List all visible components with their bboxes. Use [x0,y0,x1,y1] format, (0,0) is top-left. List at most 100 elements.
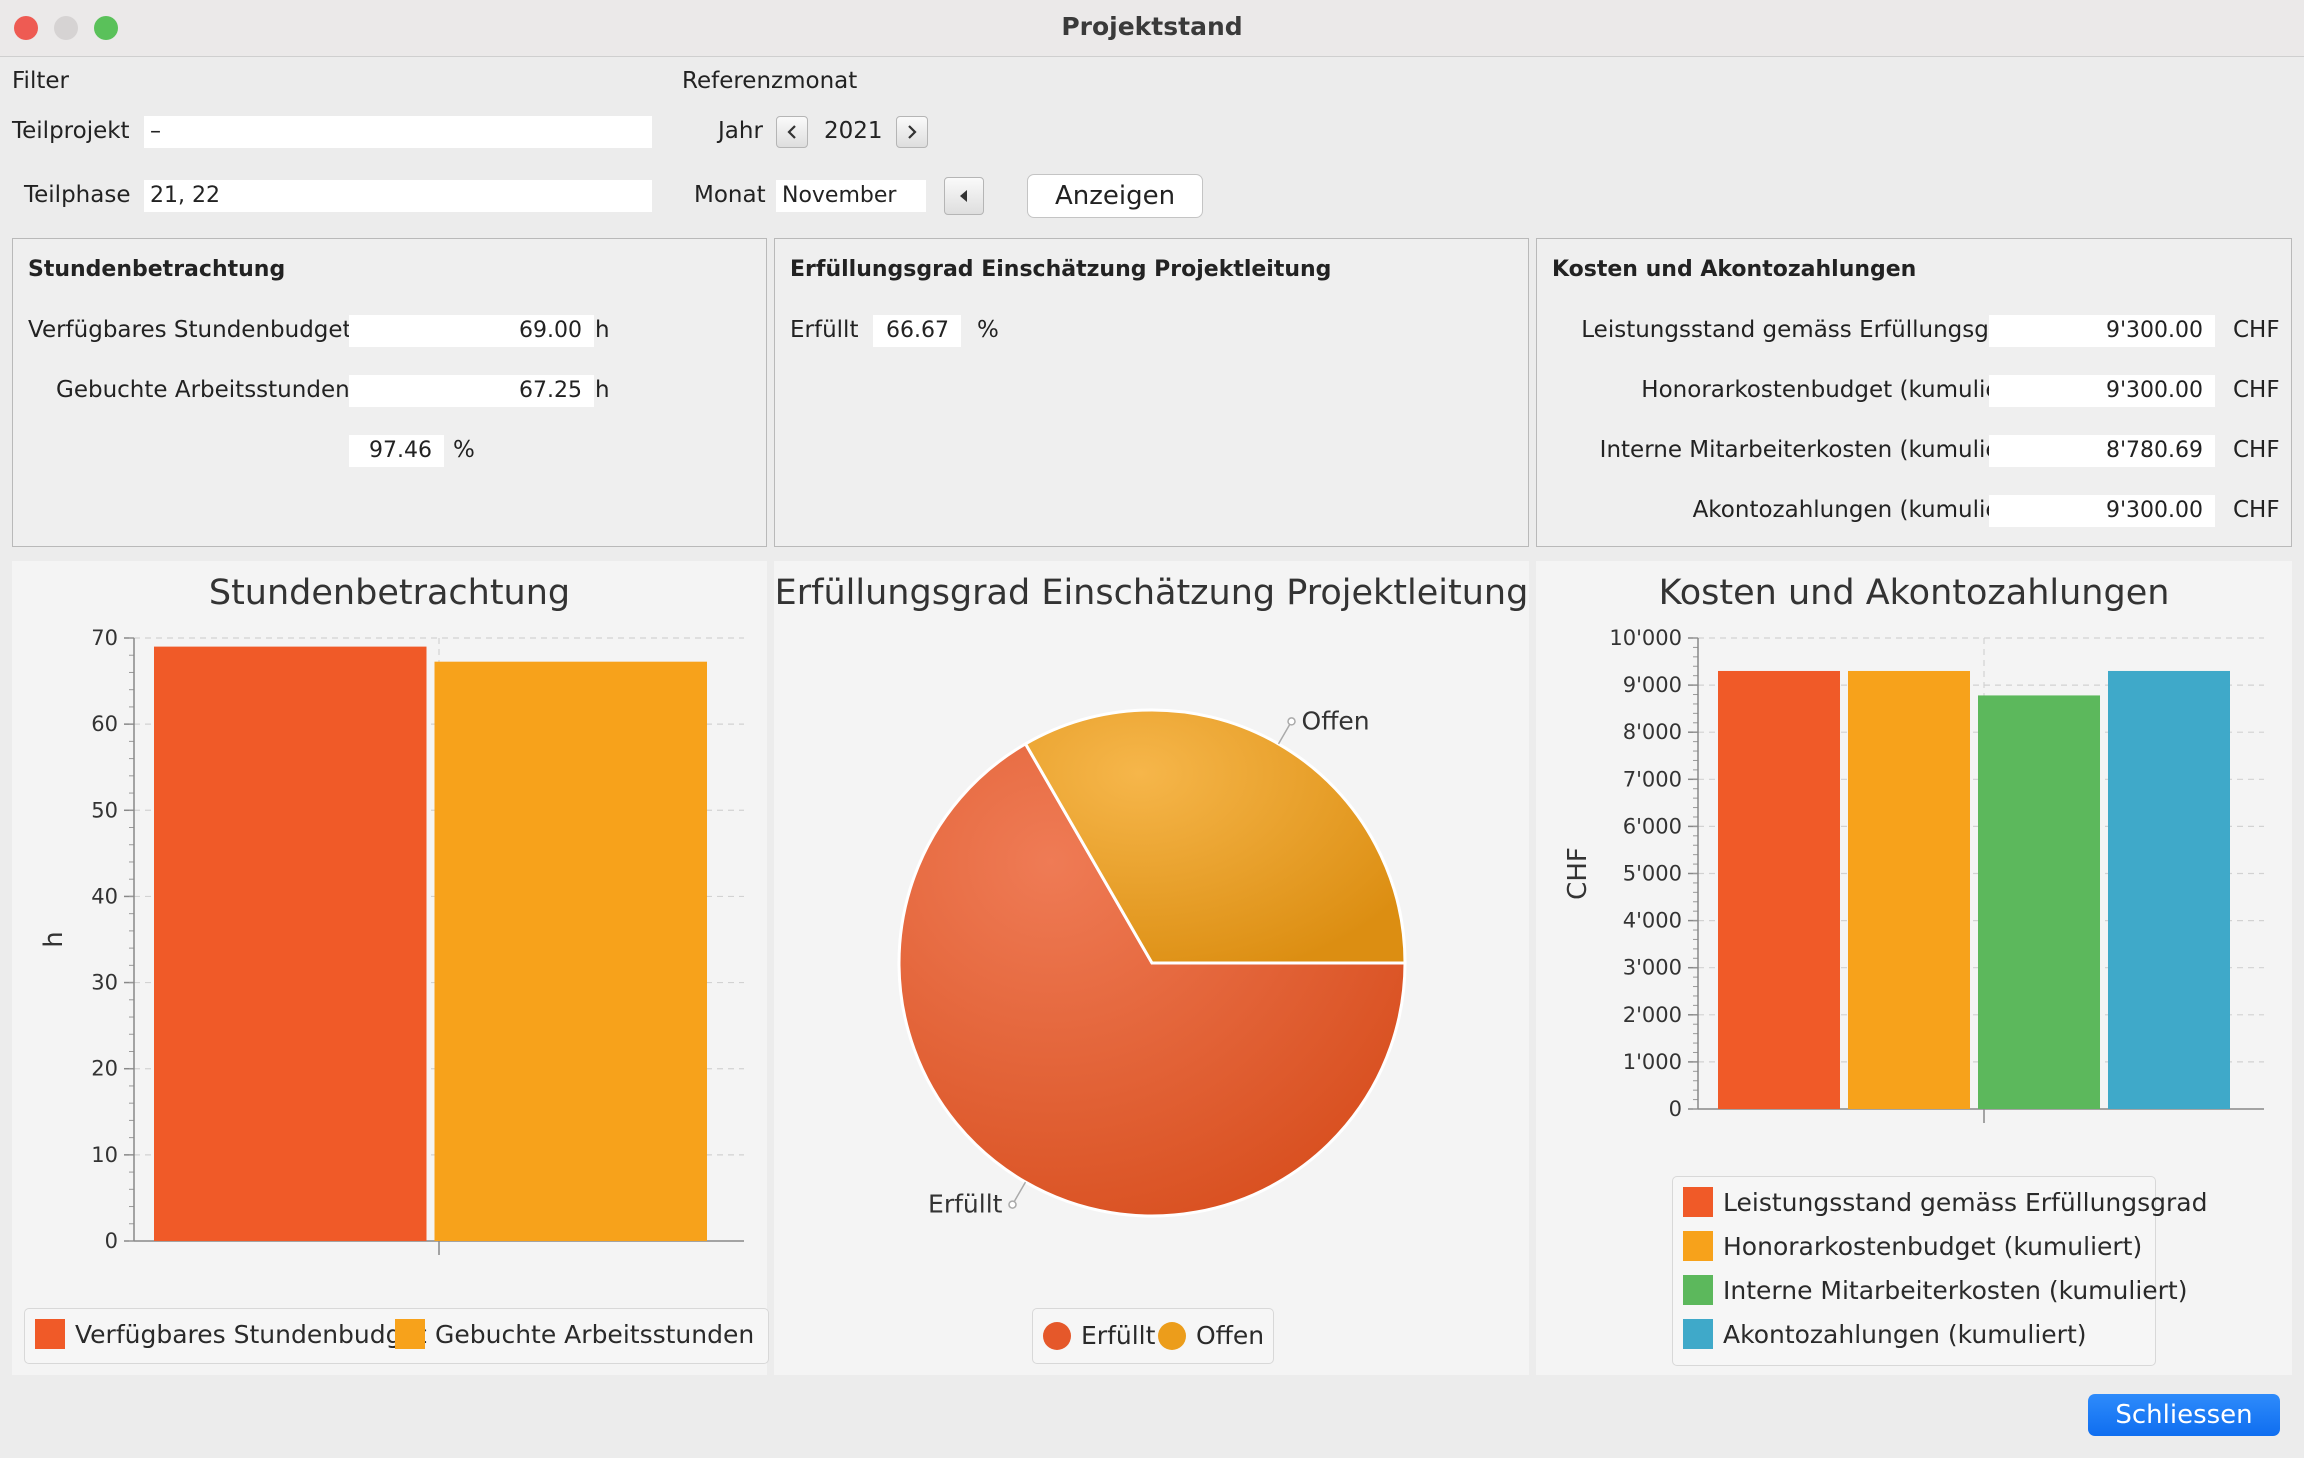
bar [434,661,707,1241]
teilprojekt-field[interactable]: – [144,116,652,148]
stunden-legend: Verfügbares Stundenbudget Gebuchte Arbei… [24,1308,769,1364]
legend-dot [1158,1321,1186,1350]
filter-heading: Filter [12,68,69,94]
y-tick-label: 70 [91,626,118,650]
bar [1718,670,1840,1109]
year-next-button[interactable] [896,116,928,148]
legend-swatch [35,1319,65,1349]
teilphase-field[interactable]: 21, 22 [144,180,652,212]
legend-item-gebucht: Gebuchte Arbeitsstunden [395,1319,754,1349]
budget-unit: h [595,317,610,343]
budget-label: Verfügbares Stundenbudget [28,317,352,343]
kosten-row-field[interactable]: 9'300.00 [1989,375,2215,407]
kosten-panel-title: Kosten und Akontozahlungen [1552,257,1917,282]
y-tick-label: 20 [91,1057,118,1081]
title-bar: Projektstand [0,0,2304,57]
erfuellt-field[interactable]: 66.67 [873,315,961,347]
legend-swatch [1683,1319,1713,1349]
pie-label: Offen [1302,706,1370,735]
anzeigen-button[interactable]: Anzeigen [1027,174,1203,218]
legend-label: Leistungsstand gemäss Erfüllungsgrad [1723,1187,2208,1217]
kosten-row-label: Leistungsstand gemäss Erfüllungsgrad [1581,317,2027,343]
close-window-button[interactable] [14,16,38,40]
pie-slice [897,741,1407,1218]
y-tick-label: 10 [91,1143,118,1167]
kosten-row-field[interactable]: 8'780.69 [1989,435,2215,467]
bar [1978,695,2100,1109]
kosten-panel: Kosten und Akontozahlungen Leistungsstan… [1536,238,2292,547]
window-title: Projektstand [1061,12,1243,41]
y-tick-label: 40 [91,884,118,908]
erfuellung-chart: Erfüllungsgrad Einschätzung Projektleitu… [774,561,1529,1375]
pie-leader-dot [1008,1200,1017,1209]
kosten-row-label: Interne Mitarbeiterkosten (kumuliert) [1599,437,2027,463]
y-tick-label: 6'000 [1623,814,1682,838]
y-tick-label: 9'000 [1623,673,1682,697]
monat-field[interactable]: November [776,180,926,212]
y-axis-label: CHF [1563,847,1593,900]
y-tick-label: 0 [105,1229,118,1253]
bar [1848,670,1970,1109]
chevron-right-icon [908,125,917,139]
y-tick-label: 0 [1669,1097,1682,1121]
zoom-window-button[interactable] [94,16,118,40]
schliessen-button[interactable]: Schliessen [2088,1394,2280,1436]
y-tick-label: 10'000 [1609,626,1682,650]
legend-item-leistungsstand: Leistungsstand gemäss Erfüllungsgrad [1683,1187,2208,1217]
triangle-left-icon [960,190,967,202]
legend-dot [1043,1321,1071,1350]
teilprojekt-label: Teilprojekt [12,118,130,144]
legend-swatch [1683,1231,1713,1261]
legend-item-akonto: Akontozahlungen (kumuliert) [1683,1319,2087,1349]
y-axis-label: h [39,931,69,947]
legend-item-erfuellt: Erfüllt [1043,1321,1155,1350]
legend-label: Gebuchte Arbeitsstunden [435,1319,755,1349]
year-value: 2021 [824,118,883,144]
y-tick-label: 8'000 [1623,720,1682,744]
monat-dropdown-button[interactable] [944,177,984,215]
pie-label: Erfüllt [928,1190,1003,1219]
legend-label: Verfügbares Stundenbudget [75,1319,427,1349]
legend-item-honorar: Honorarkostenbudget (kumuliert) [1683,1231,2142,1261]
stunden-bar-chart: 0 10 20 30 40 50 60 70 h [39,626,744,1255]
y-tick-label: 4'000 [1623,909,1682,933]
legend-label: Offen [1196,1321,1265,1350]
bar [154,646,427,1241]
minimize-window-button[interactable] [54,16,78,40]
pie-leader-dot [1287,717,1296,726]
kosten-row-field[interactable]: 9'300.00 [1989,495,2215,527]
legend-label: Erfüllt [1081,1321,1156,1350]
erfuellung-panel-title: Erfüllungsgrad Einschätzung Projektleitu… [790,257,1332,282]
y-tick-label: 2'000 [1623,1003,1682,1027]
kosten-row-label: Akontozahlungen (kumuliert) [1692,497,2027,523]
stunden-chart-title: Stundenbetrachtung [208,573,571,613]
percent-unit: % [453,437,475,463]
percent-field[interactable]: 97.46 [349,435,444,467]
kosten-row-field[interactable]: 9'300.00 [1989,315,2215,347]
kosten-chart-title: Kosten und Akontozahlungen [1658,573,2170,613]
legend-label: Akontozahlungen (kumuliert) [1723,1319,2087,1349]
referenzmonat-heading: Referenzmonat [682,68,858,94]
kosten-chart: Kosten und Akontozahlungen 0 1'000 2'000 3'… [1536,561,2292,1375]
stunden-panel: Stundenbetrachtung Verfügbares Stundenbu… [12,238,767,547]
gebucht-unit: h [595,377,610,403]
y-tick-label: 30 [91,971,118,995]
budget-field[interactable]: 69.00 [349,315,594,347]
erfuellung-legend: Erfüllt Offen [1032,1308,1274,1364]
y-tick-label: 5'000 [1623,862,1682,886]
y-tick-label: 60 [91,712,118,736]
gebucht-field[interactable]: 67.25 [349,375,594,407]
y-tick-label: 7'000 [1623,767,1682,791]
teilphase-label: Teilphase [24,182,131,208]
kosten-row-unit: CHF [2233,377,2280,403]
erfuellung-pie-chart: Erfüllt Offen [897,706,1407,1219]
bar [2108,670,2230,1109]
legend-item-intern: Interne Mitarbeiterkosten (kumuliert) [1683,1275,2187,1305]
stunden-chart: Stundenbetrachtung 0 10 20 30 40 50 60 70 h Verf… [12,561,769,1375]
legend-item-offen: Offen [1158,1321,1264,1350]
year-prev-button[interactable] [776,116,808,148]
legend-item-budget: Verfügbares Stundenbudget [35,1319,427,1349]
kosten-row-unit: CHF [2233,437,2280,463]
y-tick-label: 1'000 [1623,1050,1682,1074]
erfuellung-chart-title: Erfüllungsgrad Einschätzung Projektleitu… [774,573,1529,613]
